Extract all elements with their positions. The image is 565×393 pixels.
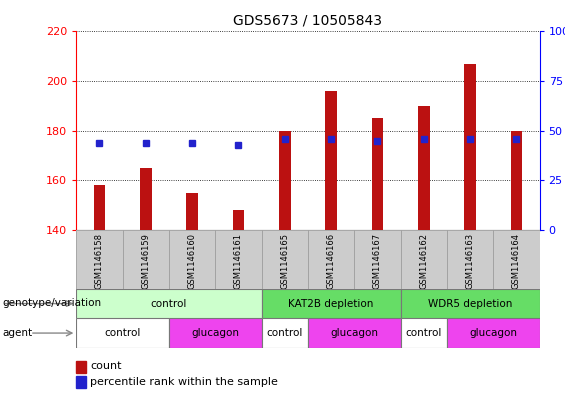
Text: agent: agent bbox=[3, 328, 33, 338]
Bar bbox=[94, 185, 105, 230]
Text: GSM1146164: GSM1146164 bbox=[512, 233, 521, 289]
Bar bbox=[123, 230, 169, 289]
Text: KAT2B depletion: KAT2B depletion bbox=[288, 299, 374, 309]
Bar bbox=[354, 230, 401, 289]
Text: genotype/variation: genotype/variation bbox=[3, 298, 102, 309]
Bar bbox=[325, 91, 337, 230]
Bar bbox=[233, 210, 244, 230]
Text: GSM1146165: GSM1146165 bbox=[280, 233, 289, 289]
Bar bbox=[262, 318, 308, 348]
Bar bbox=[140, 168, 151, 230]
Bar bbox=[464, 64, 476, 230]
Text: GSM1146162: GSM1146162 bbox=[419, 233, 428, 289]
Bar bbox=[76, 318, 169, 348]
Bar bbox=[447, 318, 540, 348]
Text: control: control bbox=[105, 328, 141, 338]
Text: GSM1146167: GSM1146167 bbox=[373, 233, 382, 289]
Bar bbox=[401, 230, 447, 289]
Bar bbox=[262, 289, 401, 318]
Text: GSM1146163: GSM1146163 bbox=[466, 233, 475, 289]
Bar bbox=[169, 230, 215, 289]
Text: control: control bbox=[151, 299, 187, 309]
Text: glucagon: glucagon bbox=[331, 328, 378, 338]
Bar bbox=[76, 230, 123, 289]
Text: GSM1146159: GSM1146159 bbox=[141, 233, 150, 289]
Bar bbox=[418, 106, 429, 230]
Text: GSM1146160: GSM1146160 bbox=[188, 233, 197, 289]
Title: GDS5673 / 10505843: GDS5673 / 10505843 bbox=[233, 13, 383, 28]
Text: control: control bbox=[406, 328, 442, 338]
Bar bbox=[511, 130, 522, 230]
Bar bbox=[401, 318, 447, 348]
Bar bbox=[186, 193, 198, 230]
Text: glucagon: glucagon bbox=[192, 328, 239, 338]
Bar bbox=[401, 289, 540, 318]
Bar bbox=[279, 130, 290, 230]
Bar bbox=[215, 230, 262, 289]
Text: GSM1146166: GSM1146166 bbox=[327, 233, 336, 289]
Bar bbox=[447, 230, 493, 289]
Text: count: count bbox=[90, 361, 122, 371]
Bar bbox=[76, 289, 262, 318]
Bar bbox=[262, 230, 308, 289]
Text: percentile rank within the sample: percentile rank within the sample bbox=[90, 377, 279, 387]
Bar bbox=[493, 230, 540, 289]
Text: WDR5 depletion: WDR5 depletion bbox=[428, 299, 512, 309]
Bar bbox=[308, 230, 354, 289]
Text: glucagon: glucagon bbox=[470, 328, 517, 338]
Bar bbox=[308, 318, 401, 348]
Text: GSM1146161: GSM1146161 bbox=[234, 233, 243, 289]
Bar bbox=[169, 318, 262, 348]
Text: GSM1146158: GSM1146158 bbox=[95, 233, 104, 289]
Bar bbox=[372, 118, 383, 230]
Text: control: control bbox=[267, 328, 303, 338]
